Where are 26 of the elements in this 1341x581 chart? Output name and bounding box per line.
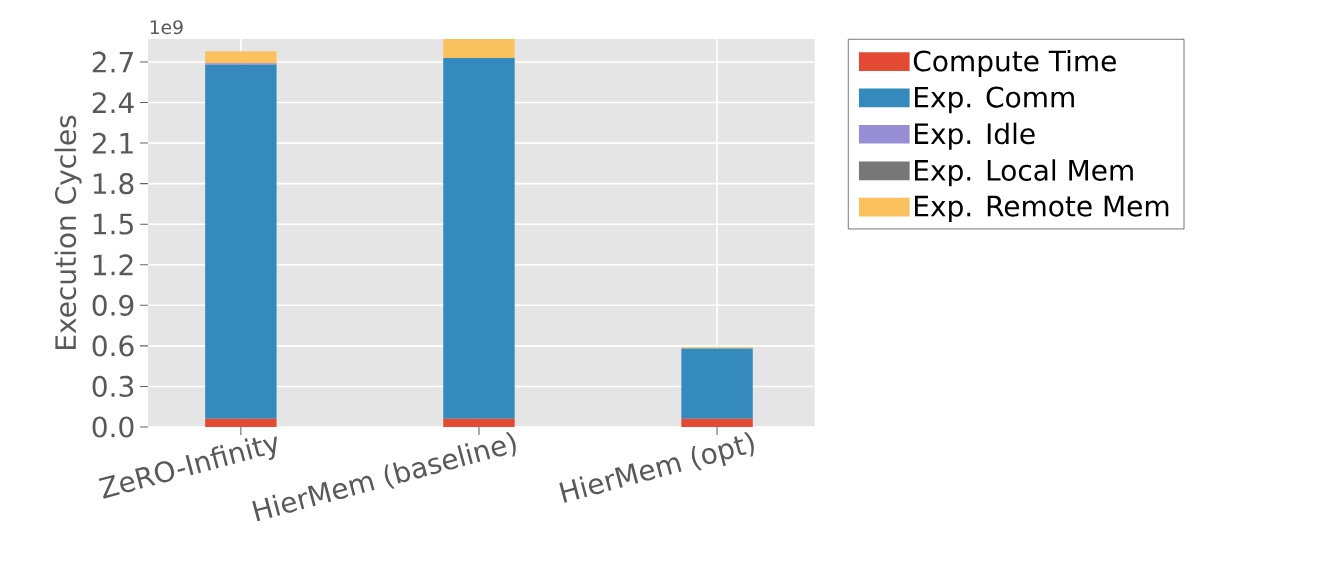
- bar: [205, 51, 277, 64]
- y-tick-label: 0.3: [92, 375, 134, 398]
- legend-label: Exp. Remote Mem: [915, 195, 1169, 223]
- bar: [443, 38, 515, 58]
- y-tick-label: 2.1: [92, 132, 133, 154]
- bar: [205, 418, 277, 427]
- y-tick-label: 2.7: [92, 51, 133, 73]
- y-tick-label: 0.0: [92, 416, 134, 438]
- bar: [443, 57, 515, 419]
- y-axis-title: Execution Cycles: [54, 115, 82, 349]
- bar: [443, 418, 515, 427]
- legend-label: Exp. Local Mem: [915, 159, 1133, 187]
- bar: [681, 348, 753, 419]
- y-tick-label: 1.8: [93, 173, 134, 195]
- legend-label: Compute Time: [913, 49, 1116, 78]
- y-tick-label: 2.4: [92, 92, 134, 113]
- text: 1e9: [150, 20, 183, 35]
- y-tick-label: 0.9: [92, 294, 134, 316]
- x-tick-label: HierMem (opt): [559, 432, 754, 503]
- legend-label: Exp. Comm: [915, 86, 1074, 114]
- y-tick-label: 0.6: [92, 335, 134, 357]
- bar: [681, 418, 753, 427]
- legend-label: Exp. Idle: [915, 122, 1035, 150]
- y-tick-label: 1.2: [93, 254, 133, 276]
- y-tick-label: 1.5: [93, 213, 133, 235]
- bar: [205, 64, 277, 419]
